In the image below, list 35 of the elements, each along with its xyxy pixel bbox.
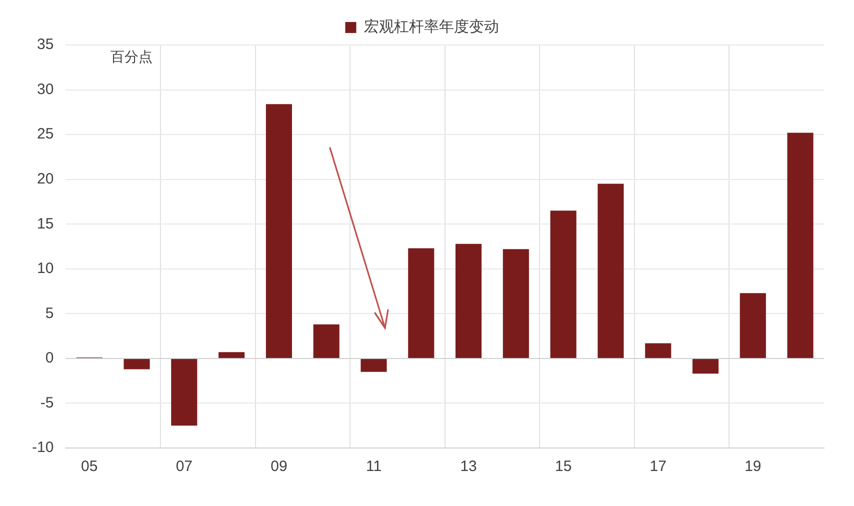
y-tick-label: -5 — [40, 394, 54, 412]
bar — [313, 324, 340, 358]
x-tick-label: 13 — [460, 458, 477, 476]
x-tick-label: 09 — [270, 458, 288, 476]
y-tick-label: 0 — [45, 350, 54, 367]
y-tick-label: 30 — [36, 80, 54, 98]
x-tick-label: 11 — [366, 458, 382, 476]
bar — [740, 293, 766, 358]
y-tick-label: -10 — [32, 439, 54, 456]
y-tick-label: 15 — [36, 215, 54, 232]
annotation: 百分点 — [110, 50, 153, 66]
y-tick-label: 10 — [36, 260, 54, 278]
bar — [787, 132, 814, 358]
bar — [598, 184, 624, 358]
x-tick-label: 17 — [650, 458, 666, 476]
bar — [266, 104, 292, 358]
bar — [218, 352, 245, 358]
bar — [171, 358, 198, 426]
x-tick-label: 05 — [81, 458, 98, 476]
y-tick-label: 25 — [36, 126, 54, 143]
bar — [502, 249, 529, 358]
x-tick-label: 07 — [176, 458, 193, 476]
y-tick-label: 35 — [36, 36, 54, 54]
bar — [692, 358, 719, 374]
bar — [408, 248, 434, 358]
x-tick-label: 19 — [744, 458, 762, 476]
bar — [456, 244, 482, 358]
x-tick-label: 15 — [554, 458, 572, 476]
y-tick-label: 20 — [36, 170, 54, 188]
bar — [360, 358, 387, 372]
legend-label: 宏观杠杆率年度变动 — [364, 18, 499, 36]
bar — [124, 358, 150, 370]
bar — [645, 343, 672, 358]
bar — [550, 210, 576, 358]
y-tick-label: 5 — [45, 304, 54, 322]
